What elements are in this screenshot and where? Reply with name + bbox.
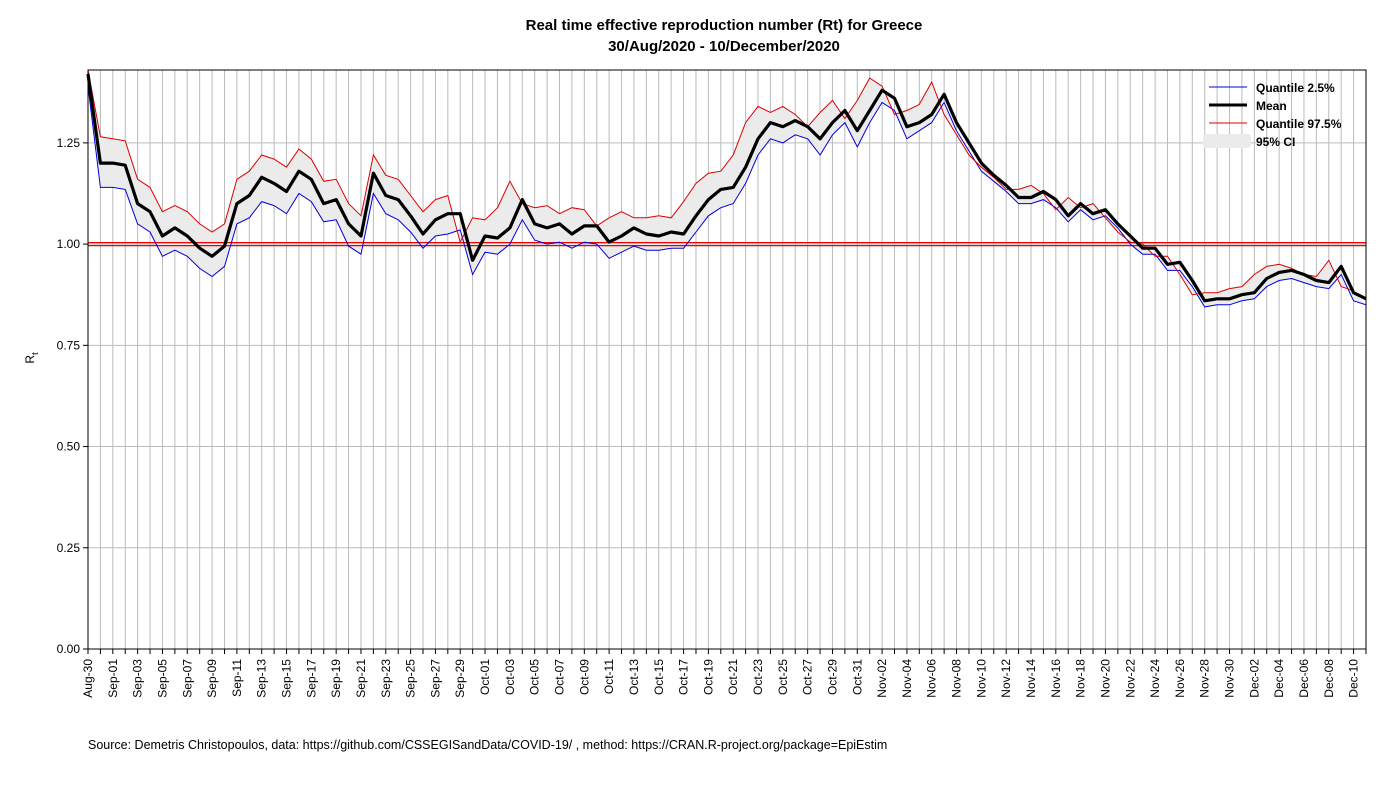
reference-line-group xyxy=(88,242,1366,247)
x-tick-label: Oct-27 xyxy=(801,659,815,695)
x-tick-label: Sep-23 xyxy=(379,659,393,698)
x-tick-label: Sep-09 xyxy=(205,659,219,698)
x-tick-label: Sep-13 xyxy=(255,659,269,698)
x-tick-label: Nov-24 xyxy=(1148,659,1162,698)
x-tick-label: Sep-11 xyxy=(230,659,244,697)
y-axis-label: Rt xyxy=(23,352,40,364)
x-tick-label: Oct-07 xyxy=(552,659,566,695)
x-tick-label: Nov-04 xyxy=(900,659,914,698)
x-tick-label: Sep-03 xyxy=(131,659,145,698)
x-tick-label: Dec-02 xyxy=(1247,659,1261,698)
x-tick-label: Dec-06 xyxy=(1297,659,1311,698)
x-tick-label: Nov-16 xyxy=(1049,659,1063,698)
vertical-gridlines xyxy=(87,70,1367,649)
x-tick-label: Nov-28 xyxy=(1198,659,1212,698)
legend-label-ci: 95% CI xyxy=(1256,135,1295,149)
x-tick-label: Sep-25 xyxy=(404,659,418,698)
x-tick-label: Oct-25 xyxy=(776,659,790,695)
series-line-mean xyxy=(86,73,1367,303)
x-tick-label: Oct-13 xyxy=(627,659,641,695)
x-tick-label: Oct-29 xyxy=(825,659,839,695)
x-tick-label: Nov-02 xyxy=(875,659,889,698)
axes-group xyxy=(87,69,1367,650)
x-tick-label: Nov-10 xyxy=(974,659,988,698)
chart-title: Real time effective reproduction number … xyxy=(526,17,923,34)
x-tick-label: Nov-14 xyxy=(1024,659,1038,698)
x-tick-label: Dec-08 xyxy=(1322,659,1336,698)
series-group xyxy=(86,69,1367,308)
x-tick-label: Sep-19 xyxy=(329,659,343,698)
x-tick-label: Oct-09 xyxy=(577,659,591,695)
x-tick-label: Oct-15 xyxy=(652,659,666,695)
x-tick-label: Nov-20 xyxy=(1098,659,1112,698)
x-tick-label: Sep-17 xyxy=(304,659,318,698)
x-tick-label: Sep-07 xyxy=(180,659,194,698)
legend-ci-swatch xyxy=(1203,134,1251,148)
x-tick-label: Dec-04 xyxy=(1272,659,1286,698)
x-tick-label: Nov-30 xyxy=(1223,659,1237,698)
x-tick-label: Sep-29 xyxy=(453,659,467,698)
x-tick-label: Oct-17 xyxy=(677,659,691,695)
y-tick-label: 0.50 xyxy=(57,440,81,454)
y-tick-label: 1.25 xyxy=(57,136,81,150)
y-axis-label-main: R xyxy=(23,355,37,364)
legend-label-lower: Quantile 2.5% xyxy=(1256,81,1335,95)
x-tick-label: Oct-31 xyxy=(850,659,864,695)
y-tick-label: 0.00 xyxy=(57,642,81,656)
x-tick-labels: Aug-30 Sep-01 Sep-03 Sep-05 Sep-07 Sep-09 Sep-… xyxy=(81,649,1367,698)
x-tick-label: Nov-08 xyxy=(950,659,964,698)
legend-label-mean: Mean xyxy=(1256,99,1287,113)
x-tick-label: Oct-23 xyxy=(751,659,765,695)
x-tick-label: Nov-18 xyxy=(1074,659,1088,698)
x-tick-label: Sep-27 xyxy=(428,659,442,698)
horizontal-gridlines xyxy=(88,142,1366,650)
legend: Quantile 2.5% Mean Quantile 97.5% 95% CI xyxy=(1203,81,1342,149)
source-caption: Source: Demetris Christopoulos, data: ht… xyxy=(88,738,888,752)
x-tick-label: Sep-21 xyxy=(354,659,368,698)
x-tick-label: Nov-12 xyxy=(999,659,1013,698)
x-tick-label: Dec-10 xyxy=(1347,659,1361,698)
x-tick-label: Oct-21 xyxy=(726,659,740,695)
plot-frame xyxy=(87,69,1367,650)
x-tick-label: Oct-01 xyxy=(478,659,492,695)
x-tick-label: Sep-01 xyxy=(106,659,120,698)
series-line-quantile-97-5 xyxy=(87,69,1354,296)
x-tick-label: Nov-22 xyxy=(1123,659,1137,698)
x-tick-label: Nov-06 xyxy=(925,659,939,698)
y-tick-labels: 0.00 0.25 0.50 0.75 1.00 1.25 xyxy=(57,136,88,656)
y-tick-label: 0.25 xyxy=(57,541,81,555)
x-tick-label: Oct-05 xyxy=(528,659,542,695)
x-tick-label: Oct-19 xyxy=(701,659,715,695)
y-tick-label: 1.00 xyxy=(57,237,81,251)
chart-subtitle: 30/Aug/2020 - 10/December/2020 xyxy=(608,38,840,55)
y-tick-label: 0.75 xyxy=(57,338,81,352)
x-tick-label: Aug-30 xyxy=(81,659,95,698)
x-tick-label: Oct-03 xyxy=(503,659,517,695)
x-tick-label: Oct-11 xyxy=(602,659,616,694)
x-tick-label: Sep-05 xyxy=(155,659,169,698)
legend-label-upper: Quantile 97.5% xyxy=(1256,117,1342,131)
x-tick-label: Nov-26 xyxy=(1173,659,1187,698)
y-axis-label-subscript: t xyxy=(30,352,40,355)
x-tick-label: Sep-15 xyxy=(280,659,294,698)
